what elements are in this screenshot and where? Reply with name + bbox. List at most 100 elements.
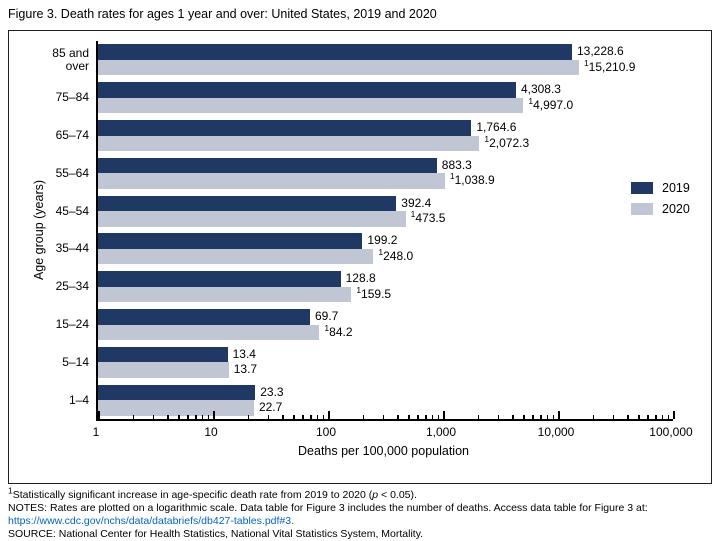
chart-frame: Age group (years) 85 and over 75–84 65–74 5…: [8, 30, 712, 484]
value-label-2019: 392.4: [401, 195, 432, 210]
significance-marker: 1: [324, 322, 330, 333]
significance-marker: 1: [583, 57, 589, 68]
category-label: 55–64: [55, 165, 89, 180]
value-label-2019: 69.7: [314, 309, 339, 323]
footnotes: 1Statistically significant increase in a…: [8, 485, 648, 541]
value-label-2020: 13.7: [233, 362, 258, 377]
significance-marker: 1: [449, 171, 455, 182]
significance-marker: 1: [528, 95, 534, 106]
x-tick-minor: [167, 414, 169, 419]
significance-marker: 1: [484, 133, 490, 144]
legend-label-2019: 2019: [662, 181, 690, 195]
legend-item-2020: 2020: [631, 202, 690, 216]
x-tick-minor: [382, 414, 385, 419]
plot-area: 13,228.6 115,210.9 4,308.3 14,997.0 1,764.6 1…: [96, 41, 675, 421]
value-label-2020: 1248.0: [378, 246, 414, 263]
x-tick-minor: [310, 414, 312, 419]
x-tick-minor: [282, 414, 284, 419]
value-label-2019: 199.2: [367, 233, 398, 248]
x-tick-minor: [316, 414, 319, 419]
category-label: 5–14: [62, 354, 89, 369]
x-tick-label: 100,000: [649, 425, 693, 439]
x-tick-major: [98, 411, 100, 419]
bar-2020: [98, 211, 406, 227]
x-tick-label: 10: [204, 425, 218, 439]
x-tick-minor: [647, 414, 649, 419]
bar-2020: [98, 400, 254, 416]
x-tick-major: [443, 411, 445, 419]
y-axis-category-labels: 85 and over 75–84 65–74 55–64 45–54 35–44 25–3…: [27, 41, 89, 419]
x-tick-minor: [546, 414, 549, 419]
category-label: 85 and over: [52, 45, 89, 73]
bar-2020: [98, 59, 579, 76]
bar-2020: [98, 362, 229, 378]
x-tick-minor: [540, 414, 542, 419]
x-tick-minor: [627, 414, 629, 419]
footnote-source: SOURCE: National Center for Health Stati…: [8, 528, 424, 540]
x-tick-minor: [523, 414, 525, 419]
x-tick-minor: [638, 414, 640, 419]
bar-2019: [98, 120, 472, 136]
legend-swatch-2019: [631, 182, 653, 194]
x-tick-minor: [431, 414, 434, 419]
significance-marker: 1: [378, 246, 384, 257]
x-tick-minor: [612, 414, 615, 419]
category-label: 15–24: [55, 316, 89, 331]
x-tick-minor: [655, 414, 657, 419]
x-tick-minor: [207, 414, 210, 419]
bar-2020: [98, 135, 480, 151]
bar-2019: [98, 384, 256, 401]
category-label: 35–44: [55, 241, 89, 256]
legend-item-2019: 2019: [631, 181, 690, 195]
bar-2020: [98, 248, 374, 265]
x-tick-minor: [532, 414, 534, 419]
value-label-2020: 14,997.0: [528, 95, 574, 112]
x-tick-label: 100: [315, 425, 337, 439]
category-label: 1–4: [68, 392, 89, 407]
x-tick-minor: [267, 414, 270, 419]
value-label-2020: 115,210.9: [583, 57, 636, 74]
x-tick-minor: [322, 414, 325, 419]
value-label-2019: 23.3: [260, 384, 284, 399]
category-label: 25–34: [55, 279, 89, 294]
value-label-2019: 13.4: [232, 346, 256, 361]
data-table-link[interactable]: https://www.cdc.gov/nchs/data/databriefs…: [8, 515, 295, 527]
category-label: 65–74: [55, 127, 89, 142]
bar-2020: [98, 286, 352, 303]
value-label-2020: 1473.5: [410, 209, 446, 226]
x-tick-major: [213, 411, 215, 419]
x-tick-label: 1,000: [425, 425, 457, 439]
x-tick-minor: [132, 414, 135, 419]
x-tick-minor: [592, 414, 595, 419]
value-label-2019: 128.8: [345, 271, 376, 286]
x-tick-minor: [552, 414, 555, 419]
significance-marker: 1: [410, 209, 416, 220]
x-tick-minor: [497, 414, 500, 419]
value-label-2019: 4,308.3: [520, 82, 561, 97]
x-tick-label: 1: [92, 425, 100, 439]
bar-2019: [98, 271, 341, 287]
bar-2019: [98, 309, 310, 325]
x-tick-minor: [195, 414, 197, 419]
x-tick-minor: [152, 414, 155, 419]
x-tick-minor: [437, 414, 440, 419]
bar-2020: [98, 324, 320, 340]
significance-footnote-marker: 1: [8, 485, 13, 496]
x-tick-minor: [397, 414, 399, 419]
value-label-2020: 11,038.9: [449, 171, 495, 188]
footnote-significance-text: Statistically significant increase in ag…: [12, 489, 373, 501]
legend-swatch-2020: [631, 203, 653, 215]
figure-title: Figure 3. Death rates for ages 1 year an…: [8, 7, 437, 21]
bar-2019: [98, 346, 228, 363]
bar-2019: [98, 233, 363, 249]
significance-marker: 1: [356, 284, 362, 295]
x-tick-minor: [362, 414, 365, 419]
bar-2019: [98, 195, 397, 212]
legend-label-2020: 2020: [662, 202, 690, 216]
x-tick-minor: [477, 414, 480, 419]
footnote-notes: NOTES: Rates are plotted on a logarithmi…: [8, 502, 648, 514]
x-tick-major: [673, 411, 675, 419]
x-tick-minor: [187, 414, 189, 419]
bar-2019: [98, 157, 437, 174]
x-axis-title: Deaths per 100,000 population: [298, 444, 469, 458]
